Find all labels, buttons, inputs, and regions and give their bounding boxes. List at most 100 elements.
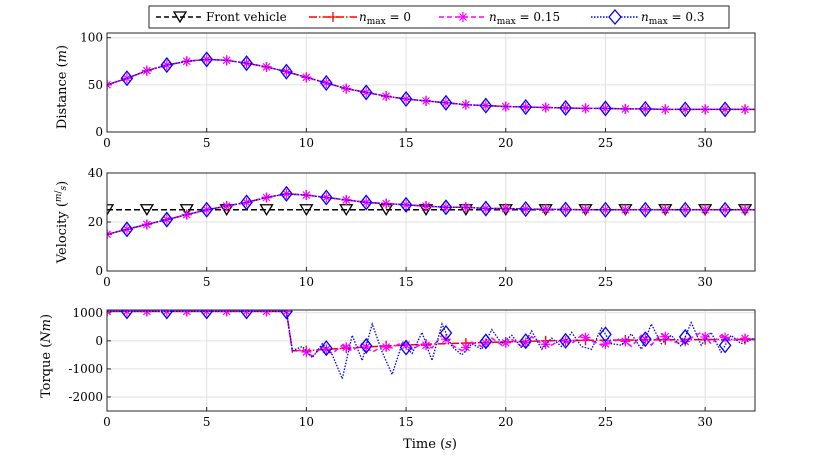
x-tick-label: 30 xyxy=(698,415,713,429)
data-point-marker xyxy=(560,102,571,113)
data-point-marker xyxy=(381,342,392,353)
data-point-marker xyxy=(500,337,511,348)
legend-n-symbol: n xyxy=(359,10,367,24)
data-point-marker xyxy=(361,342,372,353)
data-point-marker xyxy=(261,192,272,203)
series-layer xyxy=(107,310,755,381)
x-tick-label: 10 xyxy=(299,136,314,150)
y-tick-label: 50 xyxy=(88,78,103,92)
series-line-n-max-0-15 xyxy=(107,310,755,358)
axes-frame xyxy=(106,172,756,272)
series-line-n-max-0-3 xyxy=(107,310,755,381)
data-point-marker xyxy=(580,332,591,343)
data-point-marker xyxy=(321,344,332,355)
data-point-marker xyxy=(678,201,692,218)
data-point-marker xyxy=(361,87,372,98)
data-point-marker xyxy=(319,189,333,206)
axes-frame xyxy=(106,32,756,133)
data-point-marker xyxy=(660,331,671,342)
data-point-marker xyxy=(720,204,731,215)
data-point-marker xyxy=(440,97,451,108)
torque-panel: 0 5 10 15 20 25 30 -2000 -1000 0 1000 xyxy=(68,306,756,429)
torque-ylabel: Torque (Nm) xyxy=(39,314,54,398)
legend-n0-value: = 0 xyxy=(386,10,411,24)
data-point-marker xyxy=(120,221,134,238)
distance-panel: 0 5 10 15 20 25 30 0 50 100 xyxy=(80,31,756,150)
data-point-marker xyxy=(660,204,671,215)
data-point-marker xyxy=(599,100,612,117)
data-point-marker xyxy=(241,310,252,317)
data-point-marker xyxy=(160,310,174,320)
data-point-marker xyxy=(241,197,252,208)
data-point-marker xyxy=(301,347,312,358)
data-point-marker xyxy=(439,324,453,342)
data-point-marker xyxy=(519,98,533,116)
data-point-marker xyxy=(639,331,652,348)
data-point-marker xyxy=(200,51,214,68)
legend-label-n03: nmax = 0.3 xyxy=(641,10,705,27)
legend: Front vehicle nmax = 0 nmax = 0.15 nmax … xyxy=(148,5,730,29)
data-point-marker xyxy=(500,203,511,214)
x-tick-label: 5 xyxy=(203,415,211,429)
data-point-marker xyxy=(120,310,134,320)
legend-marker-front xyxy=(172,11,188,24)
legend-n-symbol: n xyxy=(489,10,497,24)
x-tick-label: 5 xyxy=(203,275,211,289)
data-point-marker xyxy=(718,337,732,354)
legend-marker-n0 xyxy=(328,12,338,22)
data-point-marker xyxy=(700,331,711,342)
velocity-ylabel: Velocity (m/s) xyxy=(54,181,70,264)
data-point-marker xyxy=(718,201,732,218)
x-tick-label: 25 xyxy=(598,136,613,150)
x-tick-label: 15 xyxy=(398,415,413,429)
data-point-marker xyxy=(280,63,293,80)
data-point-marker xyxy=(280,185,293,202)
data-point-marker xyxy=(680,104,691,115)
data-point-marker xyxy=(500,101,511,112)
x-tick-label: 0 xyxy=(103,275,111,289)
data-point-marker xyxy=(261,61,272,72)
data-point-marker xyxy=(240,194,253,211)
data-point-marker xyxy=(399,90,413,108)
data-point-marker xyxy=(321,192,332,203)
data-point-marker xyxy=(161,310,172,317)
data-point-marker xyxy=(381,198,392,209)
legend-n-symbol: n xyxy=(641,10,649,24)
data-point-marker xyxy=(240,55,253,72)
data-point-marker xyxy=(281,310,292,317)
data-point-marker xyxy=(559,99,572,117)
data-point-marker xyxy=(160,57,174,74)
data-point-marker xyxy=(439,94,453,111)
data-point-marker xyxy=(139,204,155,217)
data-point-marker xyxy=(479,200,493,217)
distance-ylabel: Distance (m) xyxy=(55,45,70,129)
data-point-marker xyxy=(181,56,192,67)
data-point-marker xyxy=(600,204,611,215)
data-point-marker xyxy=(141,219,152,230)
data-point-marker xyxy=(107,204,115,217)
data-point-marker xyxy=(439,199,453,216)
data-point-marker xyxy=(660,104,671,115)
data-point-marker xyxy=(399,339,413,356)
data-point-marker xyxy=(359,84,373,101)
velocity-panel: 0 5 10 15 20 25 30 0 20 40 xyxy=(88,166,756,289)
x-tick-label: 20 xyxy=(498,415,513,429)
plot-area xyxy=(107,33,755,132)
data-point-marker xyxy=(359,337,373,354)
data-point-marker xyxy=(240,310,253,320)
plot-area xyxy=(107,310,755,411)
x-tick-label: 15 xyxy=(398,275,413,289)
data-point-marker xyxy=(401,340,412,351)
legend-n03-value: = 0.3 xyxy=(668,10,705,24)
data-point-marker xyxy=(179,204,194,217)
data-point-marker xyxy=(620,103,631,114)
data-point-marker xyxy=(280,310,293,320)
data-point-marker xyxy=(678,328,692,345)
data-point-marker xyxy=(121,224,132,235)
data-point-marker xyxy=(560,336,571,347)
legend-n-sub: max xyxy=(497,17,516,27)
data-point-marker xyxy=(599,201,612,218)
legend-marker-n015 xyxy=(458,12,468,22)
legend-label-n0: nmax = 0 xyxy=(359,10,411,27)
x-tick-label: 25 xyxy=(598,275,613,289)
